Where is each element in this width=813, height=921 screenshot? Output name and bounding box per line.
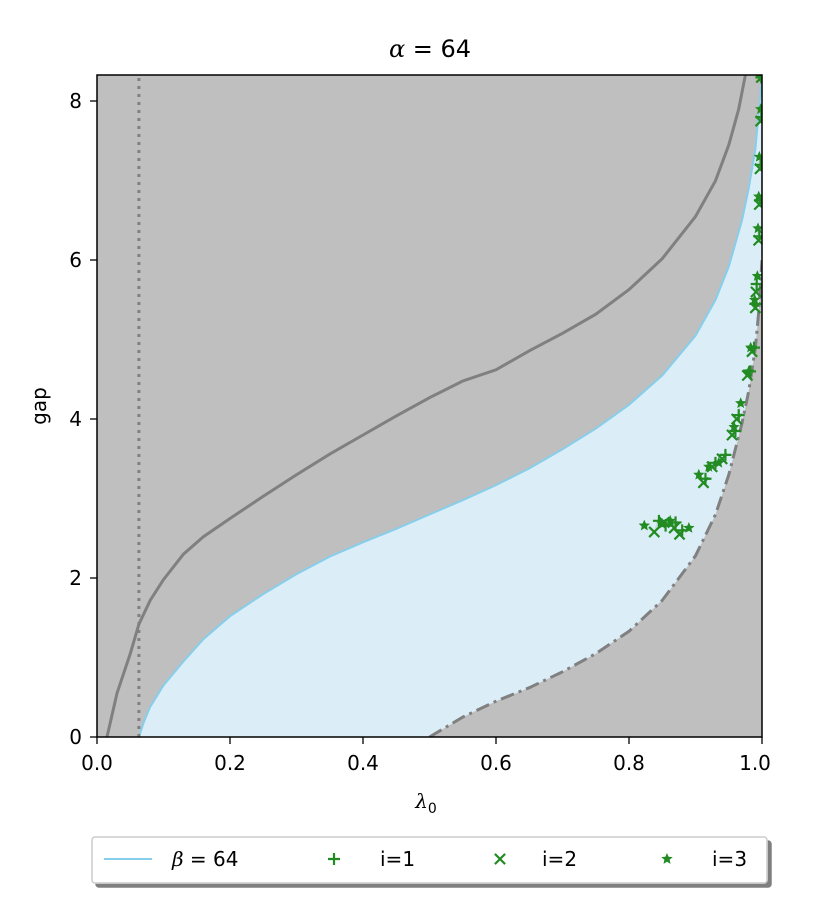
legend-label-i2: i=2 <box>542 847 577 871</box>
marker-i=3 <box>745 341 757 353</box>
x-axis-label-symbol: λ <box>414 789 428 813</box>
legend-beta-rest: = 64 <box>184 847 239 871</box>
marker-i=3 <box>703 460 715 472</box>
marker-i=3 <box>753 150 762 162</box>
marker-i=3 <box>749 293 761 305</box>
y-axis: 0 2 4 6 8 <box>69 89 97 749</box>
marker-i=1 <box>750 278 762 291</box>
marker-i=3 <box>638 519 650 531</box>
marker-i=3 <box>755 103 762 114</box>
legend-label-beta: β = 64 <box>171 847 238 871</box>
marker-i=3 <box>683 522 695 533</box>
legend-plus-marker <box>328 853 340 865</box>
marker-i=1 <box>732 409 745 422</box>
marker-i=2 <box>752 234 762 247</box>
marker-i=3 <box>752 222 762 234</box>
marker-i=3 <box>713 456 725 468</box>
y-axis-label: gap <box>27 387 51 425</box>
x-axis: 0.0 0.2 0.4 0.6 0.8 1.0 <box>81 737 771 775</box>
marker-i=3 <box>753 190 762 202</box>
y-tick-label: 6 <box>69 248 82 272</box>
upper-curve <box>105 75 747 737</box>
marker-i=3 <box>664 514 676 526</box>
marker-i=2 <box>673 528 686 541</box>
axes-frame <box>96 74 763 738</box>
marker-i=3 <box>751 270 762 281</box>
y-tick-label: 4 <box>69 407 82 431</box>
x-tick-label: 0.4 <box>347 751 379 775</box>
marker-i=2 <box>730 413 743 425</box>
x-axis-label: λ0 <box>414 789 437 817</box>
marker-i=2 <box>754 162 762 175</box>
legend-marker-x <box>494 853 506 865</box>
marker-i=2 <box>726 429 738 441</box>
title-rest: = 64 <box>405 35 471 63</box>
title-symbol: α <box>389 35 405 63</box>
data-markers <box>638 75 762 541</box>
marker-i=3 <box>728 421 740 432</box>
x-tick-label: 0.0 <box>81 751 113 775</box>
legend-star-marker <box>661 853 673 864</box>
plot-area <box>97 75 762 737</box>
marker-i=2 <box>749 301 762 314</box>
marker-i=3 <box>735 397 747 409</box>
marker-i=3 <box>693 468 705 480</box>
marker-i=3 <box>656 518 668 529</box>
y-tick-label: 8 <box>69 89 82 113</box>
legend: β = 64 i=1 i=2 i=3 <box>91 836 768 884</box>
x-tick-label: 0.8 <box>613 751 645 775</box>
legend-marker-plus <box>328 853 340 865</box>
beta-curve <box>137 75 762 737</box>
marker-i=3 <box>755 75 762 83</box>
legend-label-i1: i=1 <box>380 847 415 871</box>
legend-box <box>91 836 768 884</box>
chart-title: α = 64 <box>389 35 471 63</box>
y-tick-label: 2 <box>69 566 82 590</box>
legend-label-i3: i=3 <box>712 847 747 871</box>
x-axis-label-subscript: 0 <box>428 801 437 817</box>
y-tick-label: 0 <box>69 725 82 749</box>
marker-i=2 <box>753 198 762 211</box>
marker-i=2 <box>697 476 710 489</box>
feasible-region-fill <box>138 75 762 737</box>
x-tick-label: 0.2 <box>214 751 246 775</box>
x-tick-label: 1.0 <box>739 751 771 775</box>
legend-marker-star <box>661 853 673 864</box>
marker-i=2 <box>648 526 661 538</box>
legend-x-marker <box>494 853 506 865</box>
marker-i=3 <box>743 365 755 377</box>
marker-i=2 <box>750 286 762 298</box>
x-tick-label: 0.6 <box>480 751 512 775</box>
marker-i=2 <box>754 115 762 127</box>
legend-beta-symbol: β <box>171 847 184 871</box>
